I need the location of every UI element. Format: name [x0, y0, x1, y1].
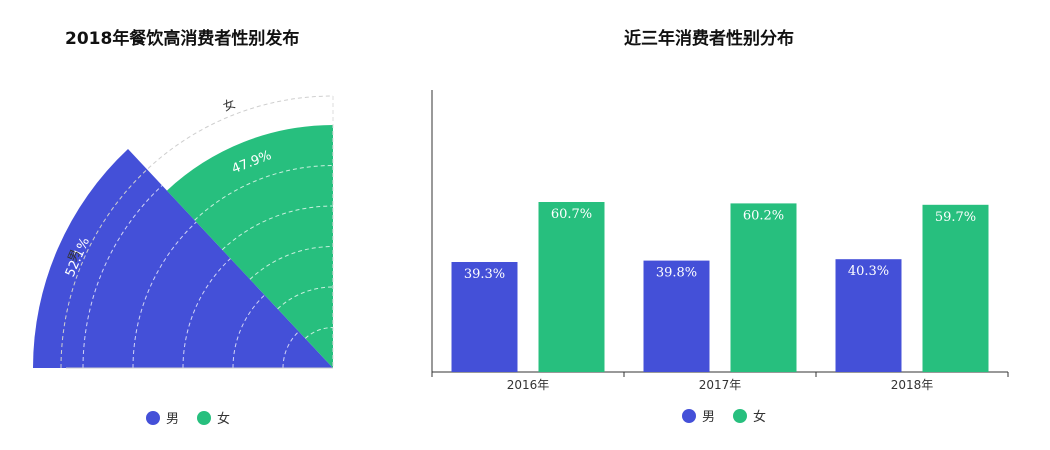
- bar-female: [730, 203, 797, 372]
- slice-grid-ring: [249, 246, 334, 280]
- slice-grid-ring: [232, 294, 266, 369]
- bar-female: [538, 202, 605, 372]
- bar-value-label: 60.2%: [743, 208, 784, 223]
- rose-outer-guide: [60, 95, 334, 369]
- bar-chart-title: 近三年消费者性别分布: [624, 29, 794, 49]
- legend-label-female: 女: [753, 410, 767, 425]
- legend-dot-male: [146, 410, 160, 425]
- slice-grid-ring: [282, 331, 300, 369]
- legend-dot-female: [733, 408, 748, 423]
- bar-male: [451, 262, 518, 372]
- bar-value-label: 59.7%: [935, 210, 976, 225]
- bar-male: [643, 260, 710, 372]
- rose-chart-legend: 男 女: [146, 408, 248, 427]
- bar-male: [835, 259, 902, 372]
- slice-category-label: 男: [65, 247, 83, 264]
- rose-chart-title: 2018年餐饮高消费者性别发布: [65, 29, 300, 49]
- legend-label-male: 男: [166, 412, 180, 427]
- x-tick-label: 2018年: [891, 378, 934, 392]
- slice-male: [33, 149, 333, 368]
- slice-grid-ring: [82, 185, 163, 369]
- legend-label-male: 男: [702, 410, 716, 425]
- x-tick-label: 2017年: [699, 378, 742, 392]
- slice-grid-ring: [277, 286, 334, 310]
- slice-grid-ring: [194, 165, 334, 221]
- bar-chart-legend: 男 女: [682, 406, 784, 425]
- legend-dot-male: [682, 408, 696, 423]
- slice-grid-ring: [304, 326, 334, 339]
- slice-female: [166, 125, 333, 368]
- bar-value-label: 60.7%: [551, 207, 592, 222]
- bar-value-label: 40.3%: [848, 264, 889, 279]
- bar-value-label: 39.8%: [656, 266, 697, 281]
- slice-grid-ring: [221, 205, 334, 251]
- slice-category-label: 女: [221, 96, 238, 114]
- bar-value-label: 39.3%: [464, 267, 505, 282]
- legend-label-female: 女: [217, 412, 231, 427]
- legend-item-male[interactable]: 男: [682, 406, 715, 425]
- slice-grid-ring: [182, 258, 231, 369]
- legend-item-female[interactable]: 女: [197, 408, 230, 427]
- legend-item-male[interactable]: 男: [146, 408, 179, 427]
- bar-female: [922, 204, 989, 372]
- legend-item-female[interactable]: 女: [733, 406, 766, 425]
- legend-dot-female: [197, 410, 212, 425]
- x-tick-label: 2016年: [507, 378, 550, 392]
